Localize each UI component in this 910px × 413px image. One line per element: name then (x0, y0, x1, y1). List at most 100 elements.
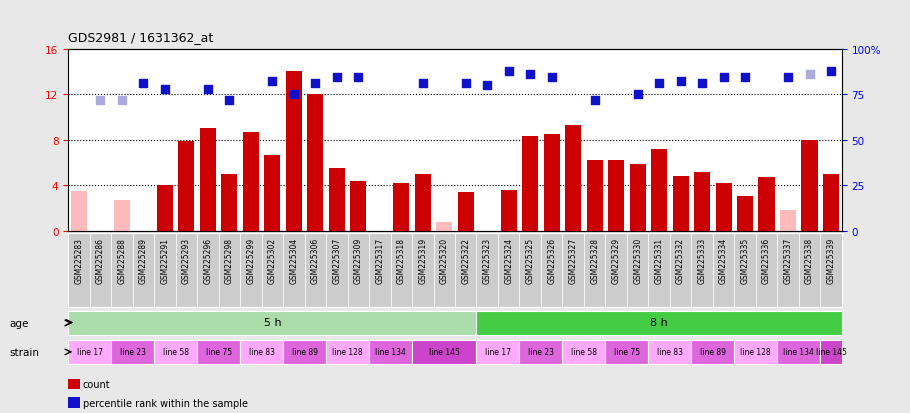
Text: GSM225332: GSM225332 (676, 237, 685, 283)
Bar (608, 161, 624, 231)
Text: line 89: line 89 (291, 347, 318, 356)
Text: GSM225324: GSM225324 (504, 237, 513, 283)
Bar (713, 233, 734, 308)
Text: 5 h: 5 h (264, 318, 281, 328)
Bar (541, 233, 562, 308)
Text: line 134: line 134 (784, 347, 814, 356)
Text: GSM225286: GSM225286 (96, 237, 105, 283)
Bar (477, 233, 498, 308)
Bar (178, 142, 195, 231)
Text: line 17: line 17 (76, 347, 103, 356)
Bar (501, 190, 517, 231)
Point (329, 75, 344, 81)
Bar (412, 233, 433, 308)
Point (824, 69, 838, 76)
Bar (154, 233, 176, 308)
Text: 8 h: 8 h (651, 318, 668, 328)
Point (93, 97, 107, 104)
Text: GSM225322: GSM225322 (461, 237, 470, 283)
Bar (436, 222, 452, 231)
Bar (455, 233, 477, 308)
Text: GSM225330: GSM225330 (633, 237, 642, 283)
Bar (692, 233, 713, 308)
Text: line 134: line 134 (375, 347, 406, 356)
Bar (350, 181, 367, 231)
Bar (329, 169, 345, 231)
Text: GSM225309: GSM225309 (354, 237, 363, 283)
Bar (157, 186, 173, 231)
Point (631, 92, 645, 98)
Text: line 145: line 145 (815, 347, 846, 356)
Point (308, 80, 323, 87)
Bar (498, 233, 520, 308)
Bar (326, 340, 369, 364)
Point (781, 75, 795, 81)
Point (544, 75, 559, 81)
Bar (802, 140, 817, 231)
Point (501, 69, 516, 76)
Bar (820, 233, 842, 308)
Bar (799, 233, 820, 308)
Bar (197, 233, 218, 308)
Text: GSM225288: GSM225288 (117, 237, 126, 283)
Bar (348, 233, 369, 308)
Text: GSM225326: GSM225326 (547, 237, 556, 283)
Bar (286, 72, 302, 231)
Text: line 145: line 145 (429, 347, 460, 356)
Bar (522, 137, 538, 231)
Bar (734, 233, 756, 308)
Bar (820, 340, 842, 364)
Text: GSM225338: GSM225338 (805, 237, 814, 283)
Bar (562, 233, 584, 308)
Point (136, 80, 151, 87)
Text: age: age (9, 318, 28, 328)
Bar (90, 233, 111, 308)
Bar (562, 340, 605, 364)
Point (265, 78, 279, 85)
Text: GSM225327: GSM225327 (569, 237, 578, 283)
Text: count: count (83, 379, 110, 389)
Bar (692, 340, 734, 364)
Text: GSM225337: GSM225337 (784, 237, 793, 283)
Text: GSM225289: GSM225289 (139, 237, 148, 283)
Bar (670, 233, 692, 308)
Text: line 75: line 75 (206, 347, 232, 356)
Bar (823, 174, 839, 231)
Text: GSM225304: GSM225304 (289, 237, 298, 283)
Bar (308, 95, 323, 231)
Text: line 83: line 83 (248, 347, 275, 356)
Text: GSM225318: GSM225318 (397, 237, 406, 283)
Text: GSM225333: GSM225333 (698, 237, 706, 283)
Point (351, 75, 366, 81)
Bar (605, 233, 627, 308)
Point (738, 75, 753, 81)
Point (287, 92, 301, 98)
Bar (458, 192, 474, 231)
Bar (393, 183, 410, 231)
Text: GSM225335: GSM225335 (741, 237, 750, 283)
Bar (543, 135, 560, 231)
Bar (240, 233, 262, 308)
Text: percentile rank within the sample: percentile rank within the sample (83, 398, 248, 408)
Bar (777, 233, 799, 308)
Bar (584, 233, 605, 308)
Bar (111, 233, 133, 308)
Text: GSM225320: GSM225320 (440, 237, 449, 283)
Bar (412, 340, 477, 364)
Text: GSM225339: GSM225339 (826, 237, 835, 283)
Bar (68, 340, 111, 364)
Point (222, 97, 237, 104)
Text: GDS2981 / 1631362_at: GDS2981 / 1631362_at (68, 31, 214, 44)
Point (652, 80, 666, 87)
Text: GSM225336: GSM225336 (762, 237, 771, 283)
Bar (218, 233, 240, 308)
Bar (737, 196, 753, 231)
Text: strain: strain (9, 347, 39, 357)
Point (157, 86, 172, 93)
Bar (759, 178, 774, 231)
Bar (477, 340, 520, 364)
Bar (477, 311, 842, 335)
Bar (176, 233, 197, 308)
Bar (648, 340, 692, 364)
Point (803, 71, 817, 78)
